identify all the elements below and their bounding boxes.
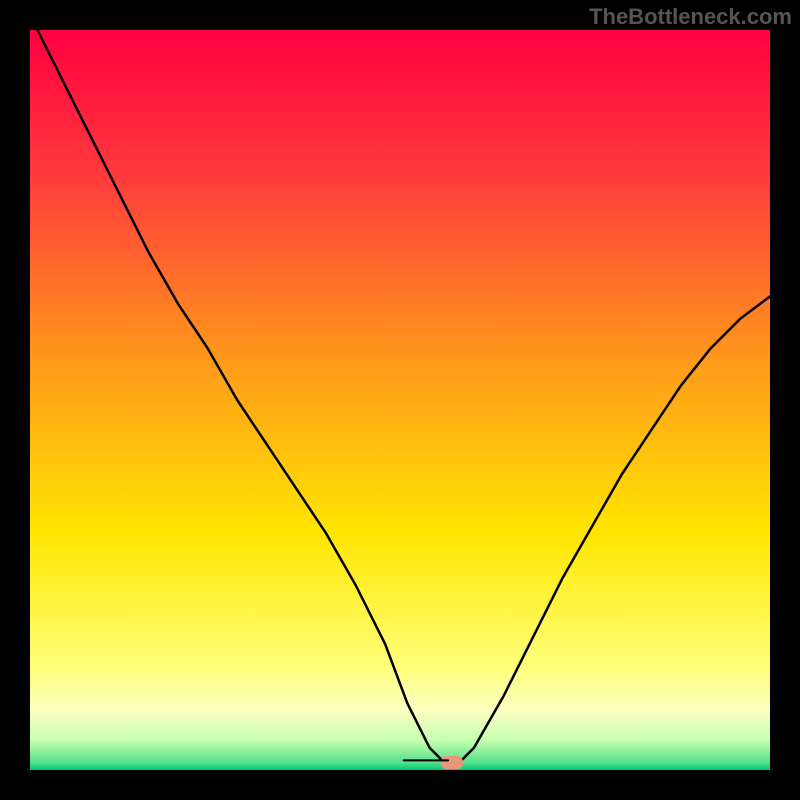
watermark-text: TheBottleneck.com bbox=[589, 4, 792, 30]
chart-svg bbox=[30, 30, 770, 770]
plot-area bbox=[30, 30, 770, 770]
optimal-marker bbox=[441, 756, 463, 769]
bottleneck-curve bbox=[37, 30, 770, 763]
chart-frame: TheBottleneck.com bbox=[0, 0, 800, 800]
